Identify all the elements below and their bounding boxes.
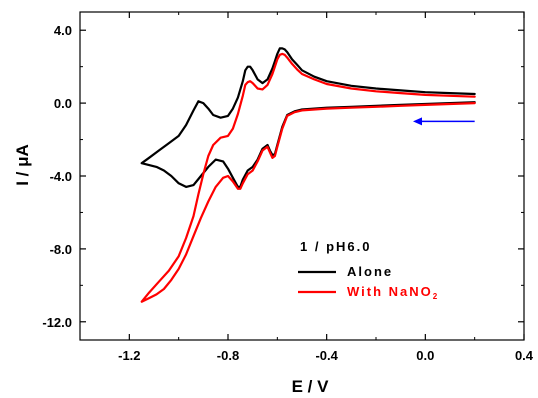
- y-axis-title: I / μA: [13, 144, 32, 186]
- series-line-alone: [140, 47, 476, 188]
- legend-title: 1 / pH6.0: [300, 239, 371, 254]
- series-line-with-nano2: [140, 52, 476, 303]
- legend-label-with-nano2: With NaNO2: [347, 284, 439, 301]
- x-tick-label: -0.4: [315, 348, 338, 363]
- scan-direction-arrowhead: [413, 117, 422, 126]
- x-tick-label: 0.4: [515, 348, 534, 363]
- y-tick-label: 4.0: [54, 23, 72, 38]
- plot-frame: [79, 11, 525, 341]
- y-tick-label: 0.0: [54, 96, 72, 111]
- y-tick-label: -8.0: [50, 242, 72, 257]
- x-tick-label: 0.0: [416, 348, 434, 363]
- x-tick-label: -1.2: [118, 348, 140, 363]
- x-axis-title: E / V: [292, 377, 330, 396]
- y-tick-label: -12.0: [42, 315, 72, 330]
- y-tick-label: -4.0: [50, 169, 72, 184]
- legend-label-alone: Alone: [347, 264, 393, 279]
- x-tick-label: -0.8: [217, 348, 239, 363]
